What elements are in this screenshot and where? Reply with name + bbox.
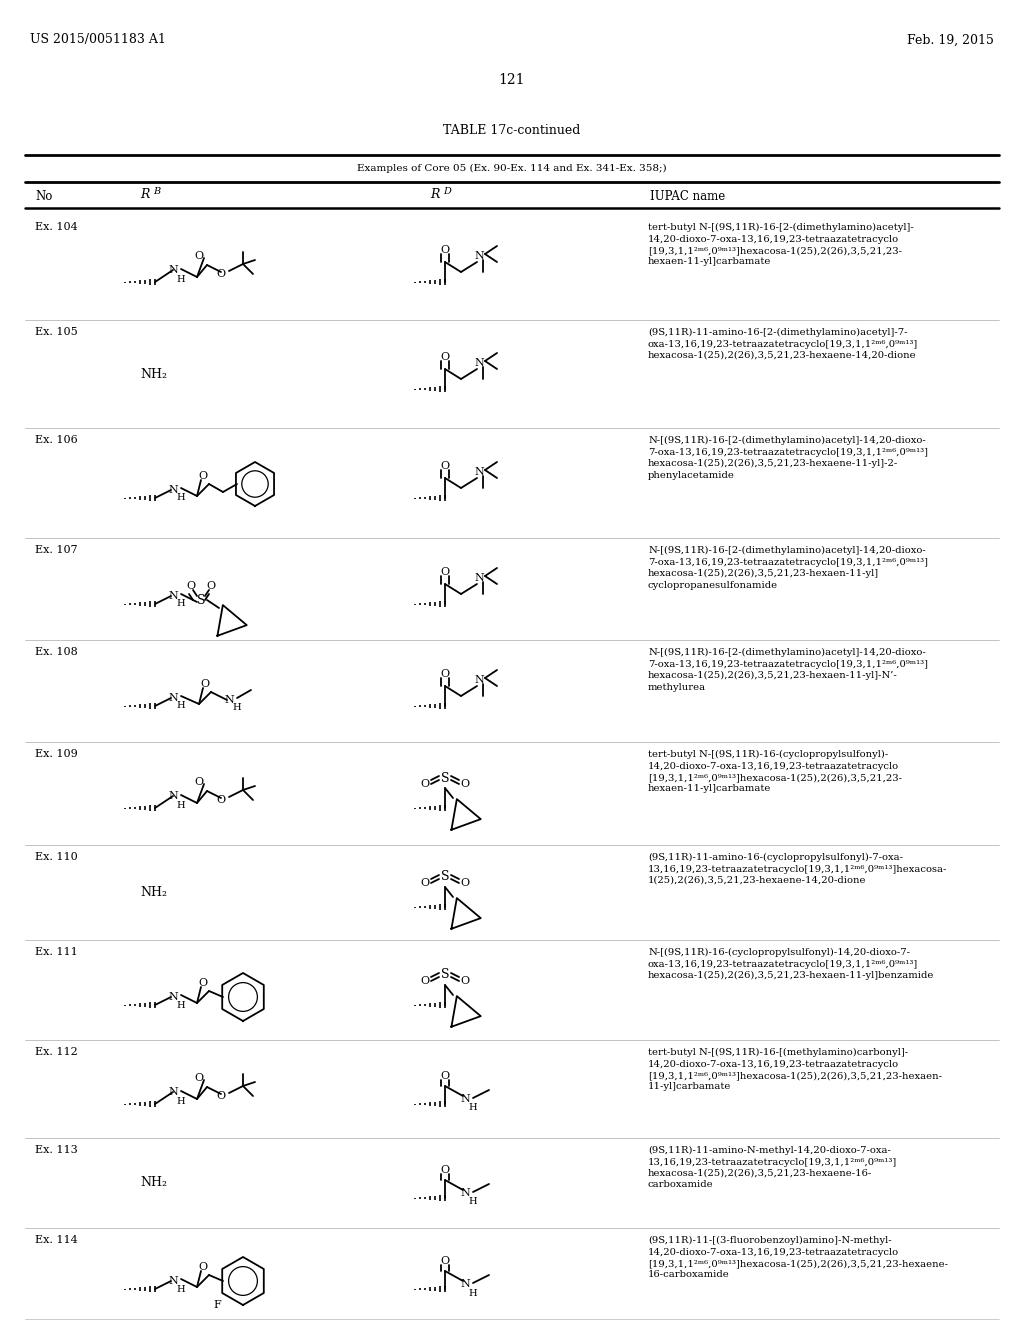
Text: O: O [199, 978, 208, 987]
Text: N: N [168, 591, 178, 601]
Text: B: B [153, 187, 160, 197]
Text: N: N [168, 791, 178, 801]
Text: O: O [186, 581, 196, 591]
Text: S: S [440, 870, 450, 883]
Text: 121: 121 [499, 73, 525, 87]
Text: O: O [199, 1262, 208, 1272]
Text: NH₂: NH₂ [140, 886, 167, 899]
Text: tert-butyl N-[(9S,11R)-16-[(methylamino)carbonyl]-
14,20-dioxo-7-oxa-13,16,19,23: tert-butyl N-[(9S,11R)-16-[(methylamino)… [648, 1048, 942, 1092]
Text: O: O [195, 1073, 204, 1082]
Text: N: N [460, 1279, 470, 1290]
Text: O: O [199, 471, 208, 480]
Text: N: N [168, 1276, 178, 1286]
Text: tert-butyl N-[(9S,11R)-16-(cyclopropylsulfonyl)-
14,20-dioxo-7-oxa-13,16,19,23-t: tert-butyl N-[(9S,11R)-16-(cyclopropylsu… [648, 750, 902, 793]
Text: TABLE 17c-continued: TABLE 17c-continued [443, 124, 581, 136]
Text: O: O [440, 1071, 450, 1081]
Text: O: O [440, 1166, 450, 1175]
Text: H: H [232, 704, 242, 713]
Text: N: N [168, 265, 178, 275]
Text: O: O [195, 777, 204, 787]
Text: O: O [216, 1092, 225, 1101]
Text: N-[(9S,11R)-16-(cyclopropylsulfonyl)-14,20-dioxo-7-
oxa-13,16,19,23-tetraazatetr: N-[(9S,11R)-16-(cyclopropylsulfonyl)-14,… [648, 948, 934, 981]
Text: N: N [168, 484, 178, 495]
Text: S: S [440, 969, 450, 982]
Text: N: N [460, 1188, 470, 1199]
Text: Ex. 110: Ex. 110 [35, 851, 78, 862]
Text: No: No [35, 190, 52, 203]
Text: N: N [168, 693, 178, 704]
Text: S: S [197, 594, 205, 606]
Text: O: O [440, 669, 450, 678]
Text: S: S [440, 771, 450, 784]
Text: (9S,11R)-11-amino-N-methyl-14,20-dioxo-7-oxa-
13,16,19,23-tetraazatetracyclo[19,: (9S,11R)-11-amino-N-methyl-14,20-dioxo-7… [648, 1146, 897, 1189]
Text: O: O [216, 795, 225, 805]
Text: O: O [461, 779, 470, 789]
Text: Ex. 104: Ex. 104 [35, 222, 78, 232]
Text: F: F [213, 1300, 221, 1309]
Text: Ex. 113: Ex. 113 [35, 1144, 78, 1155]
Text: H: H [177, 599, 185, 609]
Text: O: O [201, 678, 210, 689]
Text: O: O [207, 581, 216, 591]
Text: H: H [469, 1104, 477, 1113]
Text: Ex. 105: Ex. 105 [35, 327, 78, 337]
Text: N-[(9S,11R)-16-[2-(dimethylamino)acetyl]-14,20-dioxo-
7-oxa-13,16,19,23-tetraaza: N-[(9S,11R)-16-[2-(dimethylamino)acetyl]… [648, 648, 928, 692]
Text: O: O [440, 1257, 450, 1266]
Text: Ex. 107: Ex. 107 [35, 545, 78, 554]
Text: Ex. 108: Ex. 108 [35, 647, 78, 657]
Text: N: N [474, 675, 484, 685]
Text: H: H [177, 701, 185, 710]
Text: N: N [168, 993, 178, 1002]
Text: R: R [430, 189, 439, 202]
Text: IUPAC name: IUPAC name [650, 190, 725, 203]
Text: O: O [461, 975, 470, 986]
Text: Ex. 114: Ex. 114 [35, 1236, 78, 1245]
Text: O: O [440, 461, 450, 471]
Text: Examples of Core 05 (Ex. 90-Ex. 114 and Ex. 341-Ex. 358;): Examples of Core 05 (Ex. 90-Ex. 114 and … [357, 164, 667, 173]
Text: N-[(9S,11R)-16-[2-(dimethylamino)acetyl]-14,20-dioxo-
7-oxa-13,16,19,23-tetraaza: N-[(9S,11R)-16-[2-(dimethylamino)acetyl]… [648, 546, 928, 590]
Text: H: H [469, 1288, 477, 1298]
Text: N: N [474, 251, 484, 261]
Text: H: H [177, 494, 185, 503]
Text: O: O [421, 878, 429, 888]
Text: O: O [440, 352, 450, 362]
Text: Ex. 109: Ex. 109 [35, 748, 78, 759]
Text: N: N [474, 358, 484, 368]
Text: (9S,11R)-11-[(3-fluorobenzoyl)amino]-N-methyl-
14,20-dioxo-7-oxa-13,16,19,23-tet: (9S,11R)-11-[(3-fluorobenzoyl)amino]-N-m… [648, 1236, 948, 1279]
Text: N: N [224, 696, 233, 705]
Text: NH₂: NH₂ [140, 367, 167, 380]
Text: tert-butyl N-[(9S,11R)-16-[2-(dimethylamino)acetyl]-
14,20-dioxo-7-oxa-13,16,19,: tert-butyl N-[(9S,11R)-16-[2-(dimethylam… [648, 223, 913, 267]
Text: Ex. 111: Ex. 111 [35, 946, 78, 957]
Text: N: N [168, 1086, 178, 1097]
Text: O: O [461, 878, 470, 888]
Text: H: H [177, 276, 185, 285]
Text: O: O [421, 975, 429, 986]
Text: Feb. 19, 2015: Feb. 19, 2015 [907, 33, 994, 46]
Text: O: O [440, 246, 450, 255]
Text: H: H [469, 1197, 477, 1206]
Text: H: H [177, 1284, 185, 1294]
Text: N-[(9S,11R)-16-[2-(dimethylamino)acetyl]-14,20-dioxo-
7-oxa-13,16,19,23-tetraaza: N-[(9S,11R)-16-[2-(dimethylamino)acetyl]… [648, 436, 928, 479]
Text: O: O [195, 251, 204, 261]
Text: Ex. 106: Ex. 106 [35, 436, 78, 445]
Text: O: O [216, 269, 225, 279]
Text: N: N [474, 467, 484, 477]
Text: O: O [440, 568, 450, 577]
Text: US 2015/0051183 A1: US 2015/0051183 A1 [30, 33, 166, 46]
Text: NH₂: NH₂ [140, 1176, 167, 1189]
Text: N: N [474, 573, 484, 583]
Text: O: O [421, 779, 429, 789]
Text: (9S,11R)-11-amino-16-(cyclopropylsulfonyl)-7-oxa-
13,16,19,23-tetraazatetracyclo: (9S,11R)-11-amino-16-(cyclopropylsulfony… [648, 853, 947, 884]
Text: H: H [177, 1097, 185, 1106]
Text: (9S,11R)-11-amino-16-[2-(dimethylamino)acetyl]-7-
oxa-13,16,19,23-tetraazatetrac: (9S,11R)-11-amino-16-[2-(dimethylamino)a… [648, 327, 919, 360]
Text: R: R [140, 189, 150, 202]
Text: N: N [460, 1094, 470, 1104]
Text: D: D [443, 187, 451, 197]
Text: H: H [177, 801, 185, 810]
Text: H: H [177, 1001, 185, 1010]
Text: Ex. 112: Ex. 112 [35, 1047, 78, 1057]
